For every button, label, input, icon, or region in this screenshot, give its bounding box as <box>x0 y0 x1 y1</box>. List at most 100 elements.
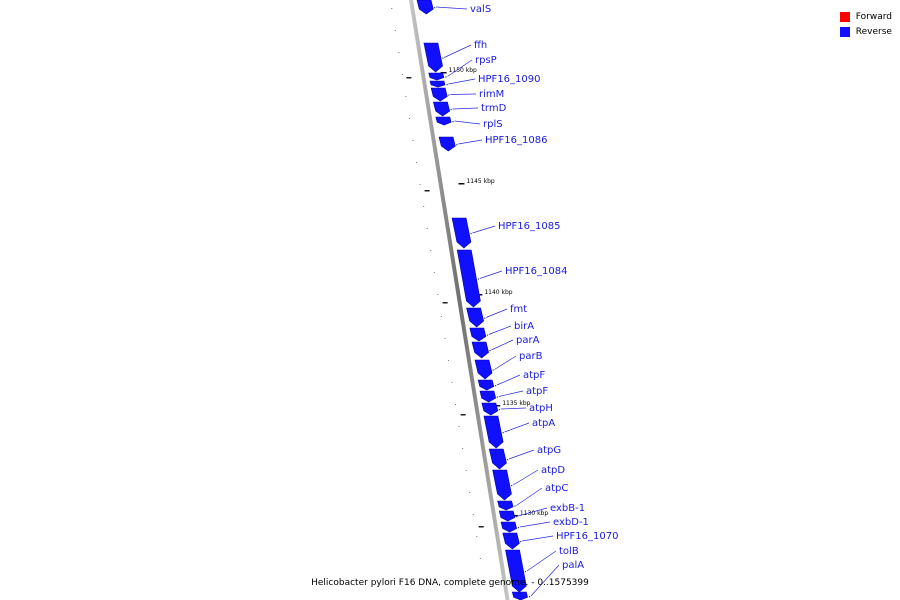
gene-label[interactable]: HPF16_1090 <box>478 74 540 85</box>
gene-labels: valS ffh rpsP HPF16_1090 rimM trmD rplS HPF16_1… <box>436 4 618 597</box>
reverse-swatch <box>839 26 850 37</box>
gene-arrow[interactable] <box>430 87 448 102</box>
genome-backbone <box>409 0 510 600</box>
label-leader-line <box>512 469 539 486</box>
gene-label[interactable]: atpD <box>541 465 565 476</box>
scale-dot <box>408 118 410 119</box>
gene-label[interactable]: atpH <box>529 403 553 414</box>
gene-dot <box>477 278 480 280</box>
label-leader-line <box>444 44 472 58</box>
gene-dot <box>446 84 448 86</box>
label-leader-line <box>472 225 496 234</box>
gene-dot <box>456 144 458 146</box>
scale-dot <box>479 558 481 559</box>
gene-arrow[interactable] <box>511 591 528 600</box>
label-leader-line <box>479 270 503 279</box>
gene-label[interactable]: birA <box>514 321 534 332</box>
gene-dot <box>520 541 522 543</box>
kbp-tick-label: 1135 kbp <box>502 400 530 407</box>
gene-label[interactable]: palA <box>562 560 584 571</box>
gene-label[interactable]: atpC <box>545 483 568 494</box>
gene-label[interactable]: tolB <box>559 546 579 557</box>
gene-arrow[interactable] <box>481 402 499 416</box>
legend-forward-label: Forward <box>855 11 892 22</box>
gene-label[interactable]: rpsP <box>475 55 497 66</box>
scale-dot <box>398 52 400 53</box>
label-leader-line <box>485 308 508 318</box>
gene-arrow[interactable] <box>488 448 507 470</box>
gene-arrow[interactable] <box>474 359 493 380</box>
gene-arrow[interactable] <box>438 136 456 152</box>
gene-arrow[interactable] <box>433 101 451 117</box>
scale-dot <box>472 514 474 515</box>
gene-label[interactable]: atpA <box>532 418 555 429</box>
gene-arrow[interactable] <box>423 42 443 73</box>
gene-arrow[interactable] <box>471 341 489 359</box>
gene-label[interactable]: exbD-1 <box>553 517 589 528</box>
gene-label[interactable]: valS <box>470 4 491 15</box>
gene-dot <box>484 317 486 319</box>
gene-label[interactable]: ffh <box>474 40 487 51</box>
gene-arrow[interactable] <box>492 469 512 501</box>
gene-arrow[interactable] <box>505 549 527 593</box>
gene-dot <box>445 76 447 78</box>
scale-dot <box>458 426 460 427</box>
gene-arrow[interactable] <box>479 390 497 403</box>
scale-dot <box>462 448 464 449</box>
scale-dot <box>394 30 396 31</box>
gene-label[interactable]: parA <box>516 335 540 346</box>
gene-label[interactable]: trmD <box>481 103 507 114</box>
gene-label[interactable]: HPF16_1070 <box>556 531 618 542</box>
gene-arrow[interactable] <box>451 217 472 249</box>
gene-arrow[interactable] <box>428 72 445 81</box>
gene-label[interactable]: exbB-1 <box>550 503 585 514</box>
gene-arrow[interactable] <box>498 510 516 522</box>
label-leader-line <box>516 487 543 506</box>
gene-features <box>416 0 531 600</box>
gene-arrow[interactable] <box>469 327 487 342</box>
gene-dot <box>452 121 454 123</box>
gene-arrow[interactable] <box>456 249 481 308</box>
gene-arrow[interactable] <box>429 80 446 88</box>
legend-item-forward: Forward <box>839 9 892 24</box>
gene-label[interactable]: atpG <box>537 445 561 456</box>
label-leader-line <box>458 139 483 145</box>
gene-arrow[interactable] <box>435 116 452 126</box>
gene-dot <box>486 334 489 336</box>
gene-arrow[interactable] <box>502 532 520 550</box>
gene-label[interactable]: fmt <box>510 304 527 315</box>
gene-label[interactable]: HPF16_1085 <box>498 221 560 232</box>
scale-dot <box>416 162 418 163</box>
label-leader-line <box>526 550 557 572</box>
scale-dot <box>483 580 485 581</box>
minor-tick-mark <box>442 302 448 304</box>
gene-label[interactable]: HPF16_1084 <box>505 266 567 277</box>
scale-dot <box>440 316 442 317</box>
label-leader-line <box>452 107 479 110</box>
scale-dot <box>437 294 439 295</box>
gene-arrow[interactable] <box>500 521 518 533</box>
legend-reverse-label: Reverse <box>855 26 892 37</box>
gene-label[interactable]: atpF <box>526 386 548 397</box>
gene-arrow[interactable] <box>416 0 434 15</box>
kbp-tick-mark <box>494 405 501 407</box>
gene-arrow[interactable] <box>497 500 514 511</box>
label-leader-line <box>491 339 514 351</box>
minor-tick-mark <box>424 190 430 192</box>
gene-label[interactable]: rplS <box>483 119 503 130</box>
gene-label[interactable]: HPF16_1086 <box>485 135 547 146</box>
gene-arrow[interactable] <box>477 379 495 391</box>
gene-dot <box>498 409 501 411</box>
gene-arrow[interactable] <box>483 415 504 449</box>
kbp-tick-label: 1145 kbp <box>466 178 494 185</box>
gene-label[interactable]: rimM <box>479 89 504 100</box>
gene-dot <box>502 432 504 434</box>
gene-dot <box>442 57 444 59</box>
scale-dot <box>444 338 446 339</box>
gene-dot <box>514 505 516 507</box>
gene-arrow[interactable] <box>466 307 484 328</box>
scale-dot <box>412 140 414 141</box>
gene-label[interactable]: atpF <box>523 370 545 381</box>
label-leader-line <box>504 422 530 433</box>
gene-label[interactable]: parB <box>519 351 543 362</box>
